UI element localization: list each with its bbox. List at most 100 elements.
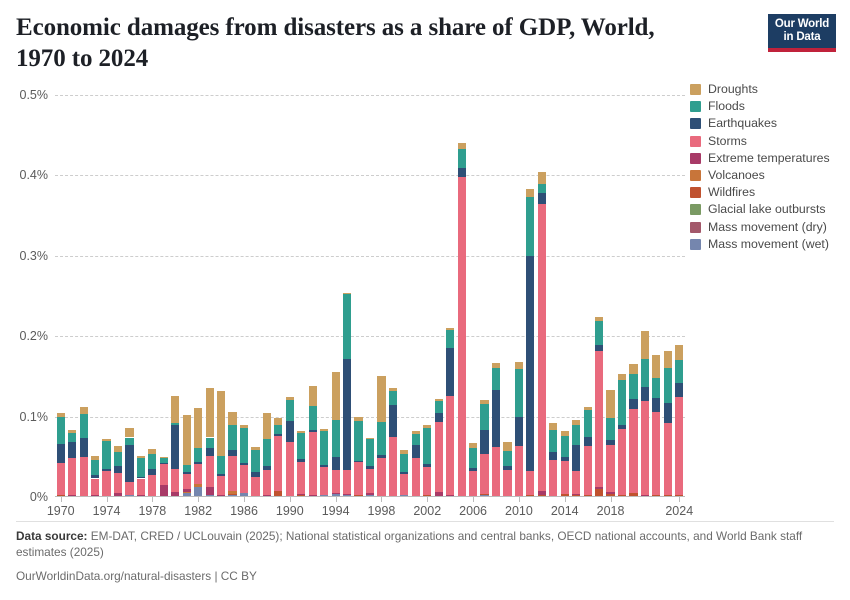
bar-segment xyxy=(640,358,650,387)
bar-segment xyxy=(526,189,535,198)
legend-item[interactable]: Glacial lake outbursts xyxy=(690,203,850,216)
bar-column[interactable] xyxy=(194,95,203,497)
bar-segment xyxy=(182,492,191,494)
bar-column[interactable] xyxy=(377,95,386,497)
bar-segment xyxy=(652,355,661,378)
bar-segment xyxy=(572,471,581,494)
bar-segment xyxy=(251,450,260,473)
legend-item[interactable]: Droughts xyxy=(690,83,850,96)
bar-column[interactable] xyxy=(136,95,146,497)
bar-segment xyxy=(629,492,638,497)
bar-column[interactable] xyxy=(423,95,432,497)
bar-column[interactable] xyxy=(56,95,65,497)
bar-column[interactable] xyxy=(491,95,501,498)
bar-column[interactable] xyxy=(411,95,420,497)
bar-column[interactable] xyxy=(617,95,627,497)
bar-segment xyxy=(297,459,306,462)
bar-segment xyxy=(285,399,294,421)
bar-column[interactable] xyxy=(125,95,134,497)
bar-column[interactable] xyxy=(251,95,260,497)
legend-item[interactable]: Storms xyxy=(690,134,850,148)
bar-segment xyxy=(606,439,615,445)
bar-column[interactable] xyxy=(228,95,237,497)
bar-column[interactable] xyxy=(274,95,283,497)
bar-segment xyxy=(480,403,489,431)
bar-column[interactable] xyxy=(468,95,478,498)
bar-column[interactable] xyxy=(354,95,363,497)
bar-segment xyxy=(205,388,214,438)
bar-column[interactable] xyxy=(594,95,604,497)
license-line[interactable]: OurWorldinData.org/natural-disasters | C… xyxy=(16,569,257,583)
bar-column[interactable] xyxy=(400,95,409,497)
legend-item[interactable]: Mass movement (wet) xyxy=(690,237,850,251)
bar-column[interactable] xyxy=(331,95,340,497)
bar-column[interactable] xyxy=(675,95,684,497)
legend-item[interactable]: Floods xyxy=(690,100,850,113)
bar-column[interactable] xyxy=(182,95,191,497)
bar-column[interactable] xyxy=(549,95,558,497)
bar-column[interactable] xyxy=(148,95,157,497)
bar-column[interactable] xyxy=(90,95,100,497)
bar-column[interactable] xyxy=(239,95,249,497)
bar-column[interactable] xyxy=(342,95,352,497)
bar-column[interactable] xyxy=(583,95,592,497)
bar-segment xyxy=(342,292,352,294)
bar-column[interactable] xyxy=(320,95,329,497)
bar-segment xyxy=(159,456,168,458)
bar-column[interactable] xyxy=(663,95,672,497)
bar-segment xyxy=(583,445,592,496)
bar-column[interactable] xyxy=(652,95,661,497)
bar-segment xyxy=(148,468,157,476)
bar-column[interactable] xyxy=(68,95,77,498)
legend-swatch-icon xyxy=(690,187,701,199)
bar-column[interactable] xyxy=(216,95,226,497)
bar-column[interactable] xyxy=(205,95,214,497)
owid-logo-line2: in Data xyxy=(783,30,821,43)
bar-column[interactable] xyxy=(457,95,466,498)
bar-segment xyxy=(159,484,168,497)
bar-segment xyxy=(503,465,512,471)
bar-column[interactable] xyxy=(388,95,398,498)
bar-segment xyxy=(629,408,638,493)
bar-segment xyxy=(228,455,237,491)
bar-column[interactable] xyxy=(297,95,306,497)
bar-column[interactable] xyxy=(606,95,615,497)
bar-column[interactable] xyxy=(480,95,489,497)
bar-column[interactable] xyxy=(514,95,524,498)
bar-column[interactable] xyxy=(434,95,443,498)
bar-column[interactable] xyxy=(102,95,111,497)
legend-item[interactable]: Extreme temperatures xyxy=(690,151,850,165)
owid-logo[interactable]: Our World in Data xyxy=(768,14,836,52)
bar-column[interactable] xyxy=(640,95,650,497)
legend-item[interactable]: Wildfires xyxy=(690,186,850,199)
legend-item[interactable]: Mass movement (dry) xyxy=(690,220,850,234)
bar-column[interactable] xyxy=(113,95,123,497)
x-axis-tick-label: 1982 xyxy=(184,504,213,518)
bar-segment xyxy=(617,425,627,429)
legend-item[interactable]: Volcanoes xyxy=(690,168,850,182)
bar-column[interactable] xyxy=(365,95,375,497)
bar-segment xyxy=(320,431,329,465)
bar-column[interactable] xyxy=(629,95,638,497)
bar-segment xyxy=(388,390,398,406)
bar-column[interactable] xyxy=(262,95,272,498)
bar-segment xyxy=(320,428,329,432)
bar-column[interactable] xyxy=(537,95,546,497)
legend-item[interactable]: Earthquakes xyxy=(690,117,850,130)
bar-column[interactable] xyxy=(503,95,512,498)
bar-segment xyxy=(285,397,294,400)
bar-column[interactable] xyxy=(308,95,317,497)
bar-column[interactable] xyxy=(285,95,294,497)
bar-column[interactable] xyxy=(446,95,455,498)
bar-segment xyxy=(400,474,409,496)
bar-column[interactable] xyxy=(560,95,569,497)
bar-column[interactable] xyxy=(572,95,581,498)
bar-segment xyxy=(239,464,249,493)
bar-column[interactable] xyxy=(79,95,88,497)
bar-segment xyxy=(652,411,661,496)
bar-segment xyxy=(171,492,180,497)
bar-segment xyxy=(411,434,420,445)
bar-column[interactable] xyxy=(171,95,180,498)
bar-column[interactable] xyxy=(526,95,535,497)
bar-column[interactable] xyxy=(159,95,168,497)
